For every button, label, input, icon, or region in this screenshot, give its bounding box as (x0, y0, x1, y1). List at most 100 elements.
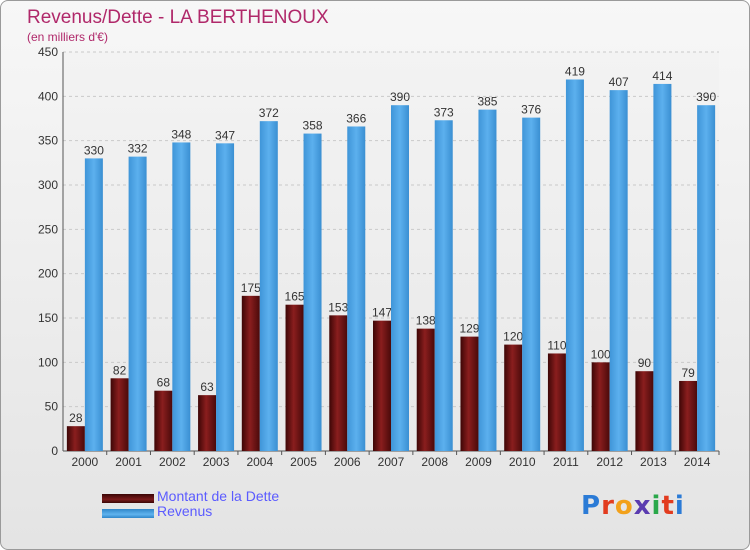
data-label-dette: 138 (416, 314, 436, 328)
logo-letter: i (674, 491, 685, 521)
bar-dette (66, 426, 85, 451)
data-label-revenus: 347 (215, 128, 235, 142)
logo-letter: t (661, 491, 675, 521)
data-label-revenus: 330 (84, 143, 104, 157)
y-tick-label: 350 (38, 134, 58, 148)
bar-dette (504, 344, 523, 451)
bar-dette (635, 371, 654, 451)
data-label-revenus: 414 (652, 69, 672, 83)
x-tick-label: 2000 (72, 455, 99, 469)
data-label-revenus: 390 (696, 90, 716, 104)
data-label-revenus: 366 (346, 111, 366, 125)
bar-revenus (347, 126, 366, 451)
logo-letter: x (633, 491, 652, 521)
data-label-dette: 165 (285, 290, 305, 304)
bar-revenus (172, 142, 191, 451)
data-label-dette: 120 (503, 330, 523, 344)
bar-revenus (391, 105, 409, 451)
data-label-dette: 110 (547, 338, 566, 352)
bar-revenus (478, 109, 497, 451)
x-tick-label: 2011 (553, 455, 579, 469)
bar-revenus (259, 121, 278, 451)
data-label-dette: 129 (459, 322, 479, 336)
proxiti-logo: Proxiti (581, 491, 685, 521)
y-tick-label: 200 (38, 267, 58, 281)
chart-subtitle: (en milliers d'€) (27, 30, 108, 44)
chart-title: Revenus/Dette - LA BERTHENOUX (27, 7, 329, 28)
data-label-dette: 175 (241, 281, 261, 295)
bar-revenus (216, 143, 235, 451)
x-tick-label: 2013 (640, 455, 667, 469)
logo-letter: r (601, 491, 615, 521)
data-label-revenus: 348 (171, 127, 191, 141)
bar-dette (416, 328, 435, 451)
data-label-dette: 90 (638, 356, 652, 370)
legend-swatch-revenus (102, 509, 154, 518)
x-tick-label: 2009 (465, 455, 492, 469)
x-tick-label: 2006 (334, 455, 361, 469)
data-label-dette: 63 (200, 380, 214, 394)
bar-dette (679, 380, 698, 451)
bar-dette (241, 295, 260, 451)
y-tick-label: 0 (51, 444, 58, 458)
logo-letter: o (614, 491, 634, 521)
data-label-revenus: 358 (303, 119, 323, 133)
bar-dette (329, 315, 348, 451)
legend-label-revenus: Revenus (157, 503, 213, 519)
x-tick-label: 2007 (378, 455, 405, 469)
bar-dette (373, 320, 391, 451)
bar-revenus (303, 133, 322, 451)
x-tick-label: 2003 (203, 455, 230, 469)
data-label-revenus: 407 (609, 75, 629, 89)
x-tick-label: 2014 (684, 455, 711, 469)
data-label-revenus: 376 (521, 103, 541, 117)
bar-dette (110, 378, 129, 451)
data-label-dette: 147 (372, 306, 392, 320)
y-tick-label: 450 (38, 45, 58, 59)
data-label-revenus: 373 (434, 105, 454, 119)
data-label-revenus: 385 (477, 95, 497, 109)
data-label-dette: 100 (591, 347, 611, 361)
x-tick-label: 2001 (115, 455, 142, 469)
data-label-revenus: 372 (259, 106, 279, 120)
bar-revenus (653, 83, 672, 452)
y-tick-label: 400 (38, 89, 58, 103)
legend-swatch-dette (102, 494, 154, 503)
y-tick-label: 50 (45, 400, 59, 414)
y-tick-label: 250 (38, 222, 58, 236)
y-tick-label: 150 (38, 311, 58, 325)
data-label-dette: 79 (681, 366, 695, 380)
bar-revenus (522, 117, 541, 451)
legend-label-dette: Montant de la Dette (157, 488, 280, 504)
y-tick-label: 300 (38, 178, 58, 192)
x-tick-label: 2012 (596, 455, 623, 469)
bar-revenus (84, 158, 103, 451)
bar-dette (591, 362, 610, 451)
x-tick-label: 2010 (509, 455, 536, 469)
x-tick-label: 2005 (290, 455, 317, 469)
bar-revenus (565, 79, 584, 451)
data-label-revenus: 332 (128, 142, 148, 156)
logo-letter: P (581, 491, 602, 521)
bar-dette (154, 390, 173, 451)
x-tick-label: 2008 (421, 455, 448, 469)
bar-dette (198, 395, 217, 451)
x-tick-label: 2004 (246, 455, 273, 469)
logo-letter: i (651, 491, 662, 521)
bar-dette (460, 336, 479, 451)
bar-revenus (128, 156, 147, 452)
data-label-revenus: 419 (565, 64, 585, 78)
bar-revenus (609, 90, 628, 452)
data-label-dette: 82 (113, 363, 127, 377)
y-tick-label: 100 (38, 355, 58, 369)
data-label-dette: 28 (69, 411, 83, 425)
data-label-revenus: 390 (390, 90, 410, 104)
bar-revenus (697, 105, 716, 451)
bar-dette (285, 304, 304, 451)
bar-revenus (434, 120, 453, 452)
bar-dette (547, 353, 566, 451)
x-tick-label: 2002 (159, 455, 186, 469)
data-label-dette: 68 (157, 376, 171, 390)
